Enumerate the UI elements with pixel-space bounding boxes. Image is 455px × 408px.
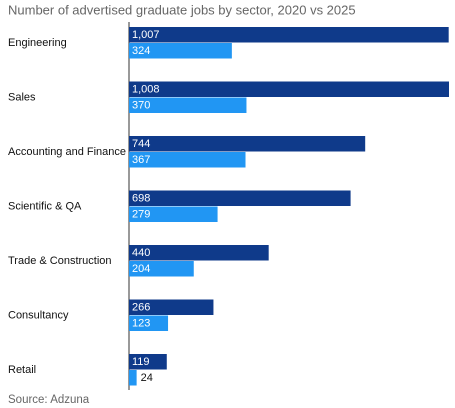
bar	[129, 136, 366, 152]
category-label: Retail	[8, 364, 36, 376]
bar	[129, 152, 246, 168]
category-label: Engineering	[8, 37, 67, 49]
bar	[129, 370, 137, 386]
value-label: 1,008	[132, 83, 160, 95]
bar	[129, 315, 169, 331]
value-label: 204	[132, 263, 150, 275]
bar	[129, 81, 449, 97]
value-label: 123	[132, 317, 150, 329]
bar	[129, 97, 247, 113]
bar	[129, 245, 269, 261]
value-label: 698	[132, 192, 150, 204]
bar	[129, 27, 449, 43]
value-label: 367	[132, 154, 150, 166]
category-label: Accounting and Finance	[8, 146, 126, 158]
value-label: 266	[132, 301, 150, 313]
value-label: 324	[132, 45, 150, 57]
category-label: Trade & Construction	[8, 255, 112, 267]
bar	[129, 299, 214, 315]
bar	[129, 43, 232, 59]
bar	[129, 206, 218, 222]
value-label: 24	[141, 372, 153, 384]
category-label: Sales	[8, 91, 36, 103]
value-label: 1,007	[132, 29, 160, 41]
bar	[129, 261, 194, 277]
category-label: Consultancy	[8, 309, 69, 321]
value-label: 744	[132, 138, 150, 150]
chart-title: Number of advertised graduate jobs by se…	[8, 2, 356, 17]
value-label: 370	[132, 99, 150, 111]
value-label: 119	[132, 356, 150, 368]
source-note: Source: Adzuna	[8, 394, 90, 406]
value-label: 440	[132, 247, 150, 259]
bar	[129, 354, 167, 370]
category-label: Scientific & QA	[8, 200, 82, 212]
bar	[129, 190, 351, 206]
value-label: 279	[132, 208, 150, 220]
